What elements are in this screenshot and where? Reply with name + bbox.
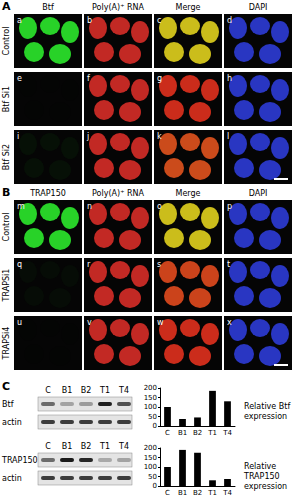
- svg-text:k: k: [157, 132, 162, 141]
- svg-text:c: c: [157, 16, 161, 25]
- svg-text:T4: T4: [118, 442, 129, 451]
- svg-text:actin: actin: [2, 418, 22, 427]
- svg-text:r: r: [87, 260, 91, 269]
- svg-text:T1: T1: [207, 489, 217, 497]
- svg-text:l: l: [227, 132, 229, 141]
- svg-text:B1: B1: [178, 489, 187, 497]
- svg-text:B1: B1: [62, 442, 73, 451]
- svg-text:B2: B2: [193, 489, 202, 497]
- svg-text:o: o: [157, 202, 162, 211]
- svg-text:Poly(A)⁺ RNA: Poly(A)⁺ RNA: [92, 3, 144, 12]
- svg-text:Btf Si1: Btf Si1: [2, 86, 11, 112]
- svg-text:TRAP150: TRAP150: [29, 189, 66, 198]
- svg-text:200: 200: [144, 384, 157, 392]
- svg-text:100: 100: [144, 463, 157, 471]
- svg-text:A: A: [2, 0, 11, 13]
- svg-text:Btf: Btf: [42, 3, 54, 12]
- svg-text:B2: B2: [81, 442, 92, 451]
- svg-text:b: b: [87, 16, 92, 25]
- svg-text:TRAPSi1: TRAPSi1: [2, 269, 11, 303]
- svg-text:B: B: [2, 186, 10, 199]
- svg-text:100: 100: [144, 403, 157, 411]
- svg-text:v: v: [87, 318, 92, 327]
- svg-text:50: 50: [148, 473, 157, 481]
- svg-text:Control: Control: [2, 213, 11, 242]
- svg-text:TRAP150: TRAP150: [243, 472, 282, 481]
- svg-text:p: p: [227, 202, 232, 211]
- svg-text:T4: T4: [118, 386, 129, 395]
- svg-text:B1: B1: [178, 429, 187, 437]
- svg-text:0: 0: [153, 422, 157, 430]
- svg-text:C: C: [165, 489, 170, 497]
- svg-text:u: u: [17, 318, 22, 327]
- svg-text:Poly(A)⁺ RNA: Poly(A)⁺ RNA: [92, 189, 144, 198]
- svg-text:TRAPSi4: TRAPSi4: [2, 327, 11, 361]
- svg-text:Relative: Relative: [244, 462, 279, 471]
- svg-text:150: 150: [144, 394, 157, 402]
- svg-text:h: h: [227, 74, 232, 83]
- svg-text:B2: B2: [193, 429, 202, 437]
- svg-text:d: d: [227, 16, 232, 25]
- svg-text:g: g: [157, 74, 162, 83]
- svg-text:expression: expression: [244, 412, 287, 421]
- svg-text:C: C: [2, 380, 10, 393]
- svg-text:m: m: [17, 202, 25, 211]
- svg-text:f: f: [87, 74, 90, 83]
- svg-text:C: C: [45, 442, 51, 451]
- svg-text:T1: T1: [207, 429, 217, 437]
- svg-text:Btf: Btf: [2, 400, 14, 409]
- svg-text:n: n: [87, 202, 92, 211]
- svg-text:T1: T1: [99, 386, 110, 395]
- svg-text:i: i: [17, 132, 19, 141]
- svg-text:B1: B1: [62, 386, 73, 395]
- svg-text:DAPI: DAPI: [249, 3, 268, 12]
- svg-text:T1: T1: [99, 442, 110, 451]
- svg-text:0: 0: [153, 482, 157, 490]
- svg-text:50: 50: [148, 413, 157, 421]
- svg-text:a: a: [17, 16, 22, 25]
- svg-text:C: C: [165, 429, 170, 437]
- svg-text:Control: Control: [2, 27, 11, 56]
- svg-text:B2: B2: [81, 386, 92, 395]
- svg-text:x: x: [227, 318, 232, 327]
- svg-text:e: e: [17, 74, 22, 83]
- svg-text:T4: T4: [222, 489, 232, 497]
- svg-text:actin: actin: [2, 474, 22, 483]
- svg-text:200: 200: [144, 444, 157, 452]
- svg-text:Btf Si2: Btf Si2: [2, 144, 11, 170]
- svg-text:Relative Btf: Relative Btf: [244, 402, 293, 411]
- svg-text:q: q: [17, 260, 22, 269]
- svg-text:t: t: [227, 260, 230, 269]
- svg-text:TRAP150: TRAP150: [1, 456, 38, 465]
- svg-text:j: j: [86, 132, 89, 141]
- svg-text:C: C: [45, 386, 51, 395]
- svg-text:T4: T4: [222, 429, 232, 437]
- svg-text:Merge: Merge: [176, 189, 201, 198]
- svg-text:Merge: Merge: [176, 3, 201, 12]
- svg-text:150: 150: [144, 454, 157, 462]
- svg-text:s: s: [157, 260, 161, 269]
- svg-text:expression: expression: [244, 482, 287, 491]
- svg-text:DAPI: DAPI: [249, 189, 268, 198]
- svg-text:w: w: [157, 318, 164, 327]
